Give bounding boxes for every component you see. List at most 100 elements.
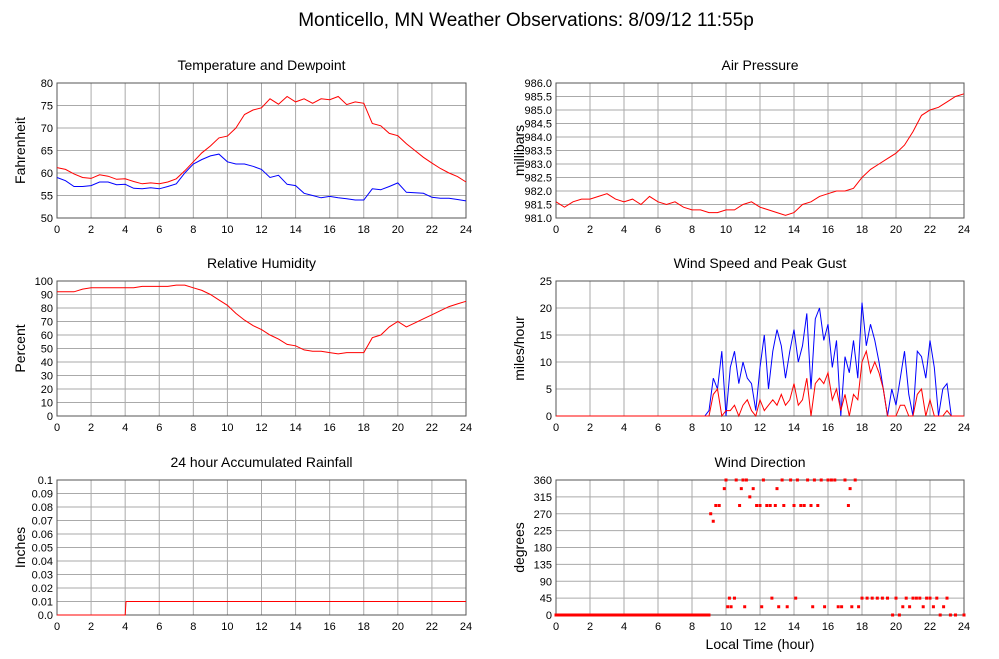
x-tick-label: 22: [924, 224, 936, 236]
y-tick-label: 60: [41, 168, 53, 180]
direction-point: [726, 605, 730, 609]
direction-point: [833, 478, 837, 482]
y-tick-label: 100: [35, 276, 53, 288]
direction-point: [812, 478, 816, 482]
y-axis-label: miles/hour: [511, 316, 527, 381]
direction-point: [799, 504, 803, 507]
y-tick-label: 985.5: [524, 92, 552, 104]
y-axis-label: degrees: [511, 522, 527, 573]
y-tick-label: 360: [534, 475, 552, 487]
y-tick-label: 0.05: [32, 543, 53, 555]
direction-point: [743, 605, 747, 609]
x-tick-label: 2: [587, 621, 593, 633]
x-tick-label: 2: [88, 621, 94, 633]
direction-point: [840, 605, 844, 609]
direction-point: [850, 605, 854, 609]
x-tick-label: 24: [460, 422, 472, 434]
x-tick-label: 6: [655, 224, 661, 236]
direction-point: [751, 487, 755, 491]
x-tick-label: 10: [720, 224, 732, 236]
y-tick-label: 983.5: [524, 146, 552, 158]
direction-point: [744, 478, 748, 482]
y-tick-label: 180: [534, 543, 552, 555]
direction-point: [914, 596, 918, 600]
x-tick-label: 8: [190, 621, 196, 633]
plot-frame: [555, 280, 965, 417]
x-tick-label: 12: [754, 224, 766, 236]
x-tick-label: 2: [88, 422, 94, 434]
panel-title: Relative Humidity: [207, 255, 316, 271]
y-tick-label: 10: [41, 398, 53, 410]
x-tick-label: 4: [621, 621, 627, 633]
x-tick-label: 14: [788, 621, 800, 633]
x-tick-label: 4: [621, 422, 627, 434]
direction-point: [865, 596, 869, 600]
x-tick-label: 24: [958, 422, 970, 434]
x-tick-label: 8: [190, 224, 196, 236]
x-tick-label: 20: [890, 621, 902, 633]
direction-point: [717, 504, 721, 507]
x-tick-label: 0: [553, 224, 559, 236]
direction-point: [761, 478, 765, 482]
direction-point: [775, 487, 779, 491]
direction-point: [760, 605, 764, 609]
y-tick-label: 984.5: [524, 119, 552, 131]
x-tick-label: 6: [156, 621, 162, 633]
direction-point: [806, 478, 810, 482]
direction-point: [738, 504, 742, 507]
direction-point: [928, 596, 932, 600]
x-tick-label: 14: [289, 224, 301, 236]
direction-point: [782, 504, 786, 507]
y-tick-label: 315: [534, 492, 552, 504]
y-tick-label: 0.02: [32, 583, 53, 595]
y-tick-label: 986.0: [524, 78, 552, 90]
y-tick-label: 80: [41, 303, 53, 315]
y-tick-label: 65: [41, 146, 53, 158]
direction-point: [739, 487, 743, 491]
direction-point: [886, 596, 889, 600]
x-tick-label: 22: [924, 621, 936, 633]
direction-point: [836, 605, 840, 609]
x-tick-label: 8: [190, 422, 196, 434]
x-tick-label: 16: [324, 224, 336, 236]
direction-point: [853, 478, 857, 482]
x-tick-label: 10: [720, 422, 732, 434]
x-tick-label: 10: [221, 224, 233, 236]
y-tick-label: 0.1: [38, 475, 53, 487]
y-tick-label: 50: [41, 213, 53, 225]
direction-point: [709, 512, 713, 516]
x-tick-label: 20: [392, 422, 404, 434]
x-tick-label: 6: [655, 621, 661, 633]
x-tick-label: 2: [587, 224, 593, 236]
y-tick-label: 20: [41, 384, 53, 396]
direction-point: [729, 605, 733, 609]
y-tick-label: 90: [41, 290, 53, 302]
panel-title: Wind Direction: [714, 454, 805, 470]
x-tick-label: 6: [156, 224, 162, 236]
direction-point: [901, 605, 905, 609]
x-tick-label: 18: [856, 621, 868, 633]
y-axis-label: Fahrenheit: [12, 117, 28, 184]
direction-point: [780, 478, 784, 482]
direction-point: [848, 487, 852, 491]
direction-point: [904, 596, 908, 600]
x-tick-label: 0: [54, 621, 60, 633]
rainfall-line: [57, 601, 466, 616]
direction-point: [711, 519, 715, 523]
y-tick-label: 25: [540, 276, 552, 288]
direction-point: [755, 504, 759, 507]
y-tick-label: 0.01: [32, 597, 53, 609]
x-tick-label: 20: [392, 621, 404, 633]
direction-point: [734, 478, 738, 482]
y-tick-label: 0.06: [32, 529, 53, 541]
x-tick-label: 16: [822, 422, 834, 434]
y-axis-label: millibars: [511, 125, 527, 176]
x-tick-label: 14: [289, 621, 301, 633]
y-tick-label: 0.04: [32, 556, 53, 568]
direction-point: [908, 605, 912, 609]
